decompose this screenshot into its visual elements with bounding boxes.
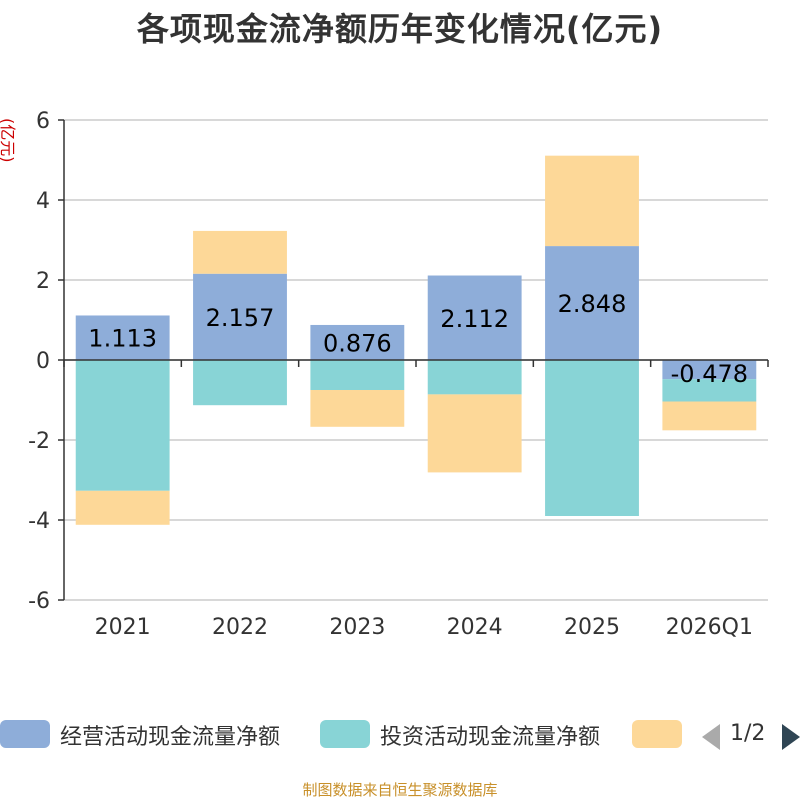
- y-tick-label: -6: [28, 589, 50, 614]
- y-tick-label: 6: [36, 109, 50, 134]
- data-label-2021: 1.113: [88, 325, 157, 353]
- legend-item-financing[interactable]: [632, 716, 688, 752]
- bar-segment-series1-2025[interactable]: [545, 360, 639, 516]
- legend: 经营活动现金流量净额 投资活动现金流量净额 1/2: [0, 716, 800, 752]
- bar-segment-series0-2023[interactable]: [310, 324, 405, 360]
- legend-swatch-financing: [632, 720, 682, 748]
- bar-segment-series0-2021[interactable]: [75, 315, 170, 360]
- bar-segment-series2-2023[interactable]: [310, 390, 405, 427]
- x-tick-label-2022: 2022: [212, 615, 268, 640]
- x-tick-label-2021: 2021: [95, 615, 151, 640]
- bar-segment-series1-2023[interactable]: [310, 360, 405, 390]
- bar-segment-series1-2021[interactable]: [75, 360, 170, 491]
- bar-segment-series0-2025[interactable]: [545, 246, 639, 360]
- bar-segment-series2-2021[interactable]: [75, 490, 170, 525]
- legend-next-page-icon[interactable]: [782, 724, 800, 750]
- chart-plot: (亿元) -6 -4 -2 0 2 4 6 1.113 2021 2.157 2022 0.876 2…: [0, 109, 769, 640]
- y-tick-label: 0: [36, 349, 50, 374]
- x-tick-label-2024: 2024: [447, 615, 503, 640]
- bar-segment-series2-2024[interactable]: [427, 394, 522, 473]
- data-label-2025: 2.848: [558, 290, 627, 318]
- bar-segment-series1-2022[interactable]: [193, 360, 287, 406]
- legend-swatch-investing: [320, 720, 370, 748]
- x-tick-label-2025: 2025: [564, 615, 620, 640]
- data-label-2022: 2.157: [206, 304, 275, 332]
- data-label-2023: 0.876: [323, 329, 392, 357]
- legend-item-operating[interactable]: 经营活动现金流量净额: [0, 716, 310, 752]
- y-tick-label: 2: [36, 269, 50, 294]
- legend-label-investing: 投资活动现金流量净额: [380, 725, 601, 750]
- bar-segment-series2-2022[interactable]: [193, 230, 287, 274]
- bar-segment-series0-2022[interactable]: [193, 273, 287, 360]
- y-tick-label: 4: [36, 189, 50, 214]
- legend-label-operating: 经营活动现金流量净额: [60, 725, 281, 750]
- legend-swatch-operating: [0, 720, 50, 748]
- y-tick-label: -2: [28, 429, 50, 454]
- source-note: 制图数据来自恒生聚源数据库: [302, 781, 498, 799]
- x-tick-label-2023: 2023: [329, 615, 385, 640]
- y-tick-label: -4: [28, 509, 50, 534]
- bar-segment-series1-2026Q1[interactable]: [662, 379, 757, 402]
- legend-prev-page-icon[interactable]: [702, 724, 720, 750]
- bar-segment-series0-2026Q1[interactable]: [662, 360, 757, 380]
- legend-item-investing[interactable]: 投资活动现金流量净额: [320, 716, 630, 752]
- data-label-2026Q1: -0.478: [671, 360, 748, 388]
- x-tick-label-2026Q1: 2026Q1: [666, 615, 753, 640]
- bar-segment-series2-2025[interactable]: [545, 155, 639, 247]
- legend-page-indicator: 1/2: [730, 721, 766, 746]
- data-label-2024: 2.112: [440, 305, 509, 333]
- chart-title: 各项现金流净额历年变化情况(亿元): [136, 10, 664, 48]
- bar-segment-series1-2024[interactable]: [427, 360, 522, 395]
- bar-segment-series2-2026Q1[interactable]: [662, 401, 757, 431]
- bar-segment-series0-2024[interactable]: [427, 275, 522, 360]
- y-axis-label: (亿元): [0, 118, 17, 163]
